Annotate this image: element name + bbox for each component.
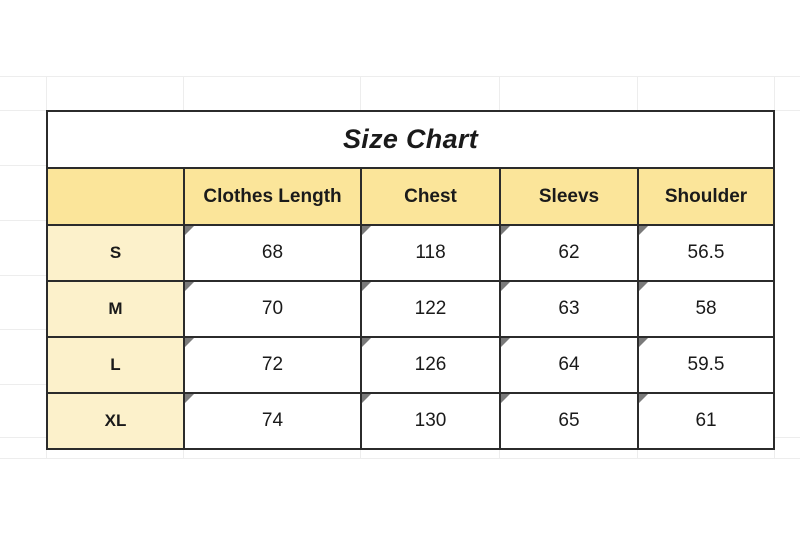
grid-line-horizontal	[0, 458, 800, 459]
cell-sleevs: 65	[499, 392, 639, 450]
cell-value: 63	[558, 298, 580, 319]
grid-line-horizontal	[0, 384, 46, 385]
cell-note-marker-icon	[501, 338, 510, 347]
cell-value: 126	[414, 354, 447, 375]
cell-note-marker-icon	[639, 394, 648, 403]
table-header-row: Clothes Length Chest Sleevs Shoulder	[46, 167, 776, 226]
table-row: L 72 126 64 59.5	[46, 336, 776, 394]
grid-line-horizontal	[0, 220, 46, 221]
cell-note-marker-icon	[639, 282, 648, 291]
cell-note-marker-icon	[639, 338, 648, 347]
size-chart-title: Size Chart	[45, 110, 776, 169]
cell-note-marker-icon	[185, 226, 194, 235]
cell-size: S	[46, 224, 185, 282]
grid-line-horizontal	[0, 76, 800, 77]
cell-value: 70	[261, 298, 284, 319]
table-row: M 70 122 63 58	[46, 280, 776, 338]
cell-chest: 122	[360, 280, 501, 338]
cell-chest: 126	[360, 336, 501, 394]
cell-note-marker-icon	[501, 394, 510, 403]
header-sleevs: Sleevs	[499, 167, 639, 226]
cell-shoulder: 61	[636, 392, 776, 450]
header-shoulder: Shoulder	[636, 167, 776, 226]
cell-value: 62	[558, 242, 580, 263]
cell-sleevs: 63	[499, 280, 639, 338]
grid-line-horizontal	[0, 165, 46, 166]
cell-value: 64	[558, 354, 580, 375]
grid-line-horizontal	[0, 275, 46, 276]
cell-value: 122	[414, 298, 447, 319]
cell-value: 61	[695, 410, 717, 431]
table-row: XL 74 130 65 61	[46, 392, 776, 450]
cell-note-marker-icon	[185, 394, 194, 403]
cell-note-marker-icon	[362, 394, 371, 403]
cell-value: 72	[261, 354, 284, 375]
cell-note-marker-icon	[185, 282, 194, 291]
header-clothes-length: Clothes Length	[183, 167, 362, 226]
cell-chest: 118	[360, 224, 501, 282]
cell-value: 59.5	[687, 354, 725, 375]
cell-value: 58	[695, 298, 717, 319]
cell-value: 68	[261, 242, 284, 263]
cell-value: 56.5	[687, 242, 725, 263]
cell-clothes-length: 68	[183, 224, 362, 282]
cell-size: L	[46, 336, 185, 394]
cell-value: 65	[558, 410, 580, 431]
cell-value: 74	[261, 410, 284, 431]
grid-line-horizontal	[0, 329, 46, 330]
cell-clothes-length: 74	[183, 392, 362, 450]
cell-value: 118	[415, 242, 446, 263]
cell-shoulder: 56.5	[636, 224, 776, 282]
cell-note-marker-icon	[639, 226, 648, 235]
cell-shoulder: 58	[636, 280, 776, 338]
size-chart-table: Size Chart Clothes Length Chest Sleevs S…	[45, 110, 776, 450]
cell-note-marker-icon	[185, 338, 194, 347]
cell-note-marker-icon	[362, 282, 371, 291]
cell-sleevs: 62	[499, 224, 639, 282]
table-row: S 68 118 62 56.5	[46, 224, 776, 282]
cell-shoulder: 59.5	[636, 336, 776, 394]
cell-size: XL	[46, 392, 185, 450]
cell-note-marker-icon	[362, 338, 371, 347]
cell-clothes-length: 72	[183, 336, 362, 394]
cell-note-marker-icon	[501, 282, 510, 291]
cell-value: 130	[414, 410, 447, 431]
cell-note-marker-icon	[362, 226, 371, 235]
cell-note-marker-icon	[501, 226, 510, 235]
cell-sleevs: 64	[499, 336, 639, 394]
cell-chest: 130	[360, 392, 501, 450]
cell-size: M	[46, 280, 185, 338]
header-chest: Chest	[360, 167, 501, 226]
header-size-column	[46, 167, 185, 226]
cell-clothes-length: 70	[183, 280, 362, 338]
title-row: Size Chart	[45, 110, 776, 169]
